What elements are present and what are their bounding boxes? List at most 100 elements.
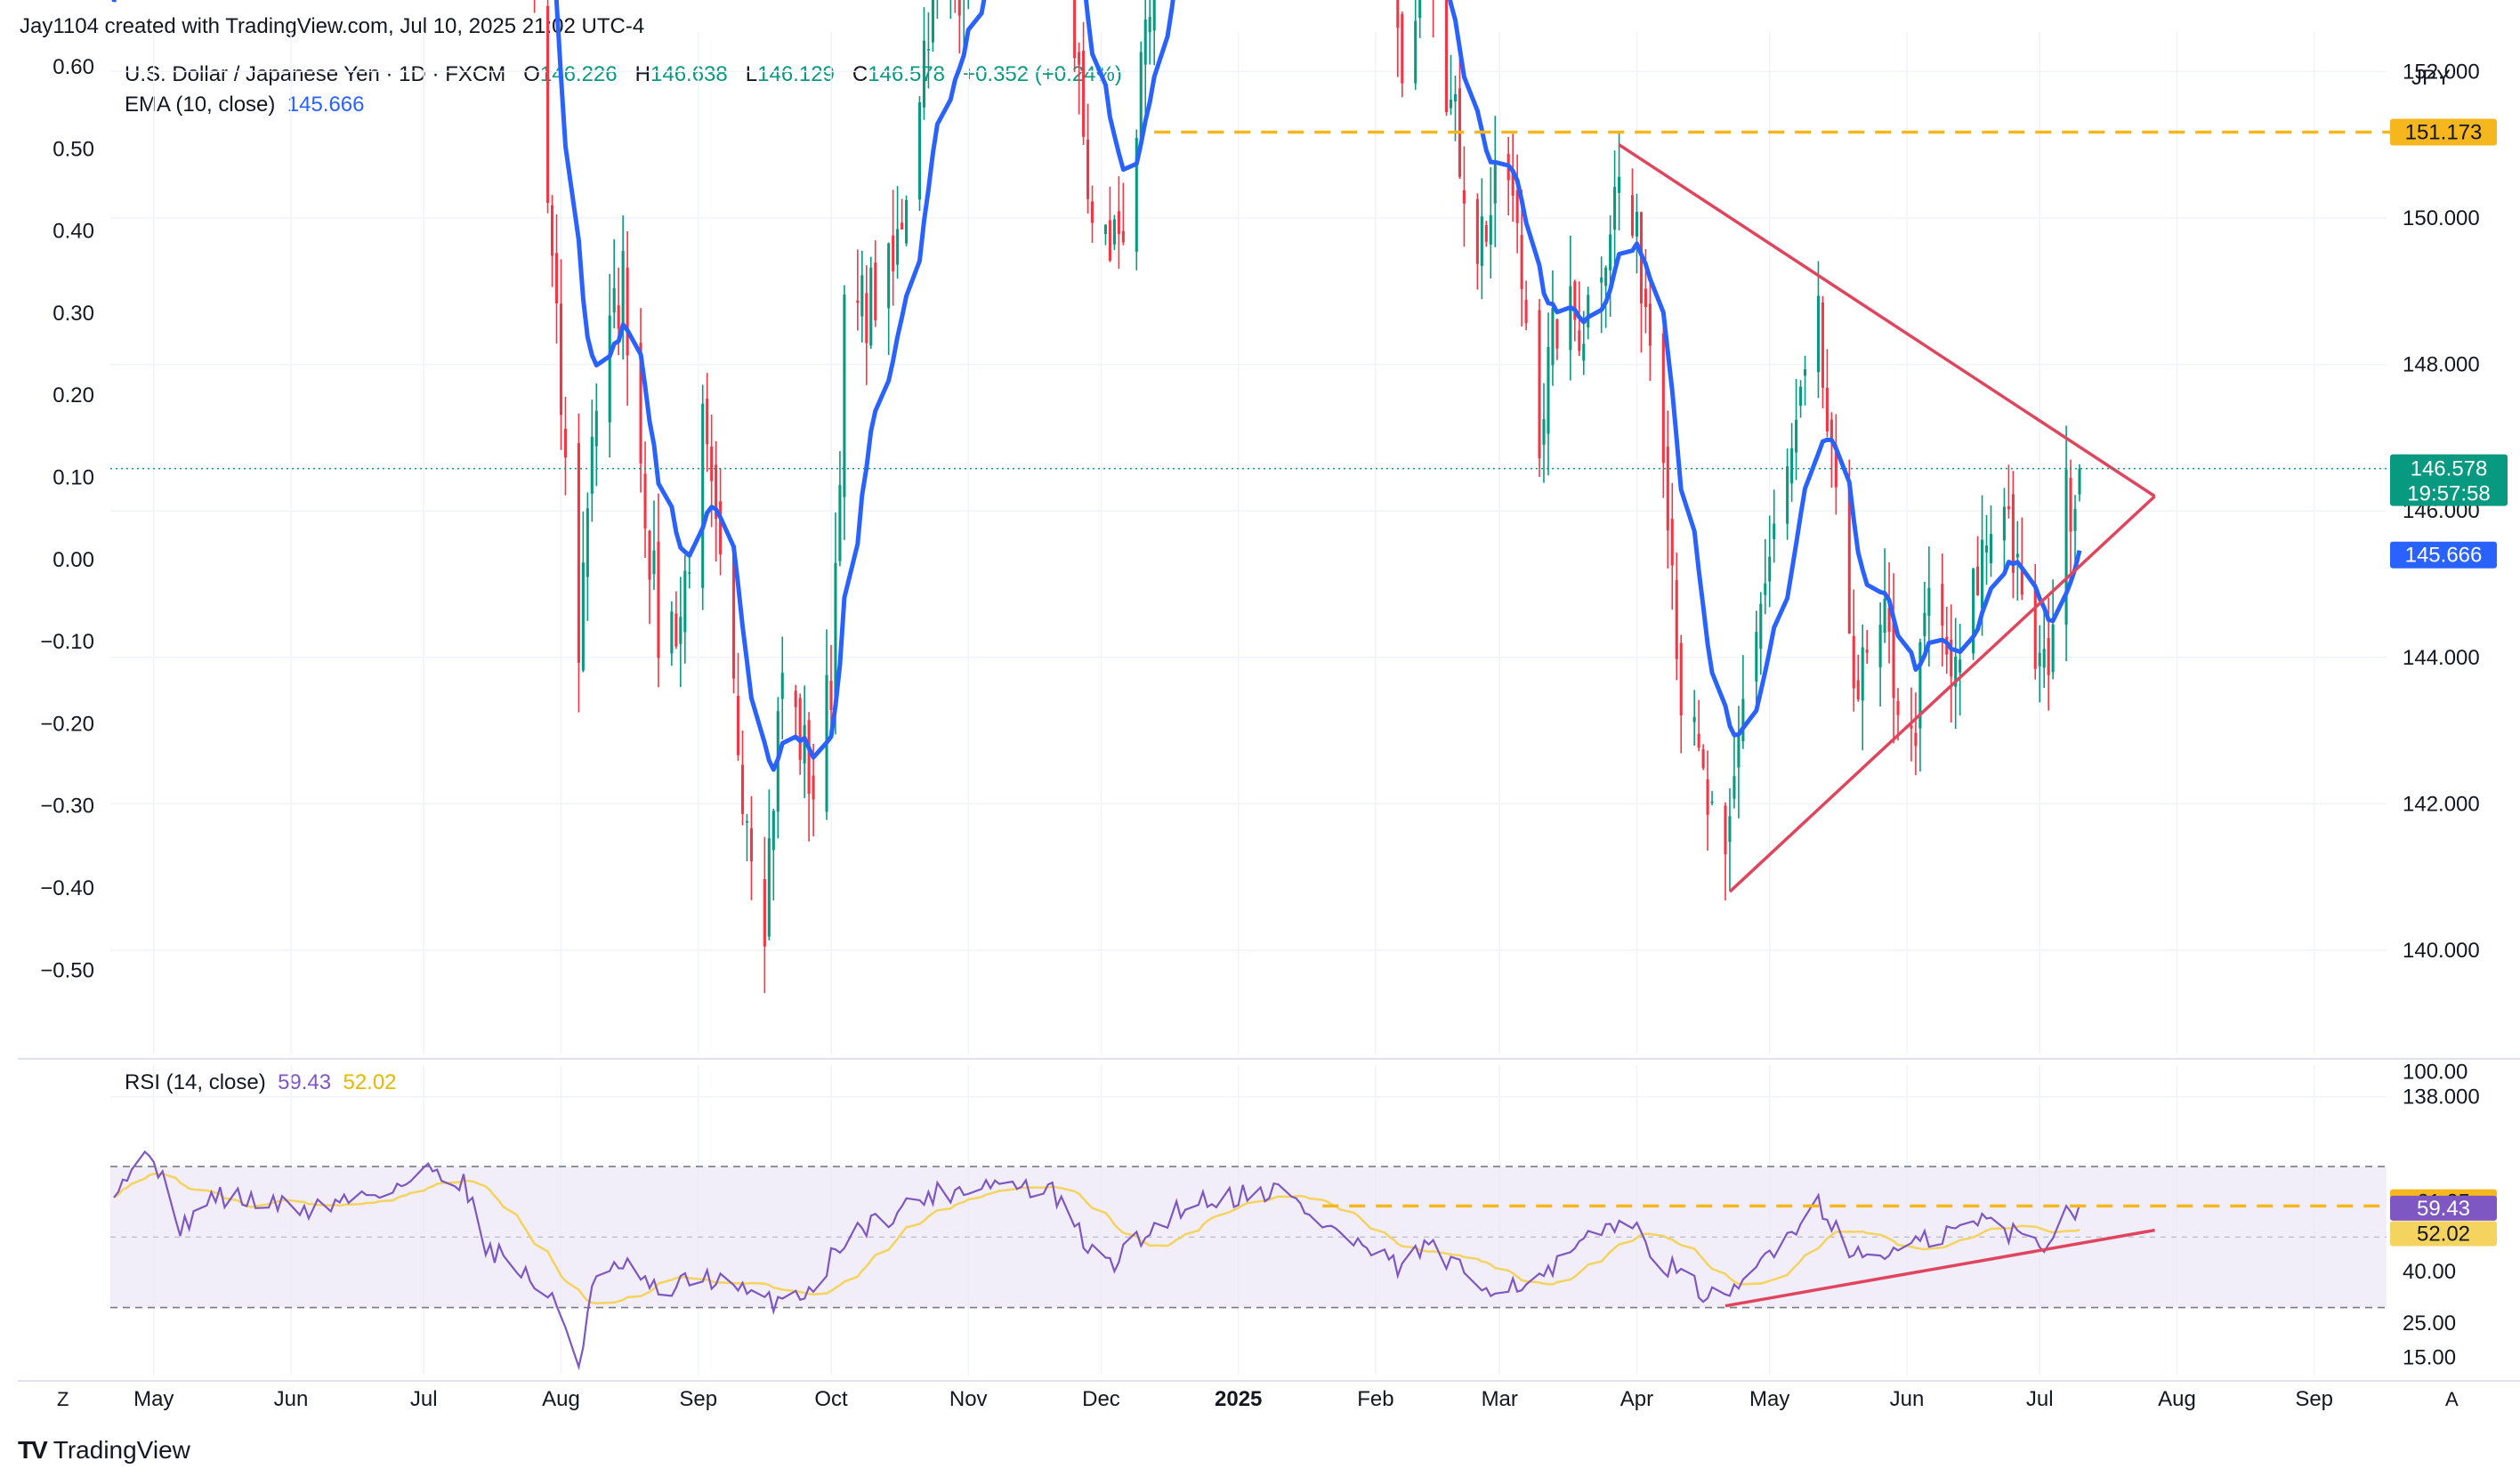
candle (577, 413, 580, 713)
zoom-z-button[interactable]: Z (57, 1388, 69, 1410)
ema-legend[interactable]: EMA (10, close) 145.666 (125, 93, 365, 117)
open-value: 146.226 (539, 62, 618, 86)
candle (1887, 562, 1891, 664)
candle (1090, 185, 1094, 243)
candle (1825, 349, 1829, 438)
candle (679, 577, 682, 688)
candle (1706, 750, 1709, 851)
candle-body (763, 879, 766, 947)
candle-body (1773, 523, 1776, 540)
time-tick-label: Oct (814, 1387, 848, 1411)
rsi-badge-text: 59.43 (2417, 1197, 2470, 1221)
low-label: L (745, 62, 758, 86)
candle-body (551, 205, 554, 256)
candle (1103, 224, 1107, 246)
price-tick-label: 152.000 (2403, 60, 2480, 84)
candle-body (1493, 162, 1497, 204)
candle (896, 186, 900, 279)
candle (1710, 791, 1714, 806)
candle-body (1697, 733, 1700, 748)
candle-body (1741, 698, 1745, 742)
candle (1697, 699, 1700, 752)
candle (1821, 295, 1824, 408)
candle (856, 249, 860, 331)
candle (590, 400, 594, 522)
candle (776, 697, 779, 839)
candle (829, 644, 833, 732)
candle-body (1613, 187, 1617, 230)
candle (1152, 0, 1156, 66)
candle-body (1954, 657, 1958, 687)
candle-body (559, 303, 563, 416)
candle (1764, 538, 1767, 615)
candle-body (807, 720, 811, 795)
candle (1078, 42, 1081, 115)
candle-body (643, 473, 647, 529)
candle-body (2051, 624, 2055, 673)
symbol-legend[interactable]: U.S. Dollar / Japanese Yen · 1D · FXCM O… (125, 62, 1122, 87)
candle (838, 451, 842, 567)
candle (1959, 624, 1962, 716)
candle-body (1892, 616, 1895, 698)
candle (1773, 489, 1776, 563)
candle (1135, 129, 1138, 270)
candle-body (767, 838, 771, 937)
candle-body (736, 696, 740, 755)
candle-body (1728, 816, 1732, 843)
candle (2038, 625, 2041, 703)
low-value: 146.129 (757, 62, 835, 86)
candle (887, 242, 891, 355)
candle-body (1927, 587, 1931, 617)
candle (2064, 425, 2068, 662)
candle-body (2007, 506, 2010, 510)
candle-body (577, 443, 580, 663)
candle-body (1918, 642, 1922, 729)
candle (931, 0, 934, 52)
close-label: C (852, 62, 868, 86)
rsi-ma-badge: 52.02 (2390, 1221, 2497, 1247)
candle-body (1825, 387, 1829, 432)
candle-body (1143, 19, 1147, 65)
currency-label[interactable]: JPY (2411, 66, 2451, 90)
candle (683, 554, 687, 664)
candle-body (1135, 138, 1138, 252)
candle-body (2011, 494, 2015, 573)
candle-body (594, 410, 598, 447)
candle-body (869, 267, 873, 346)
candle-body (1941, 584, 1944, 626)
candle-body (1538, 310, 1541, 459)
candle-body (1910, 725, 1913, 729)
candle (740, 730, 745, 826)
candle-body (1865, 650, 1869, 653)
candle (657, 493, 660, 688)
candle (926, 12, 930, 89)
candle-body (706, 399, 709, 445)
candle-body (856, 300, 860, 303)
auto-scale-button[interactable]: A (2445, 1388, 2459, 1410)
rsi-tick-label: 100.00 (2403, 1061, 2468, 1085)
candle-body (1692, 716, 1696, 722)
candle (1941, 553, 1944, 666)
candle-body (1786, 466, 1789, 524)
candle-body (674, 613, 678, 647)
last-price-text: 146.578 (2411, 457, 2488, 481)
candle (1108, 186, 1111, 262)
candle (2042, 602, 2046, 688)
candle-body (1852, 635, 1855, 689)
candle (1506, 136, 1510, 215)
candle-body (1511, 171, 1514, 196)
rsi-legend[interactable]: RSI (14, close) 59.43 52.02 (125, 1070, 397, 1095)
candle (1635, 193, 1639, 274)
candle-body (1090, 201, 1094, 223)
candle-body (2073, 508, 2077, 531)
candle (586, 492, 589, 621)
candle-body (1073, 0, 1077, 59)
candle-body (715, 464, 718, 520)
candle-body (1795, 419, 1798, 453)
price-tick-label: 140.000 (2403, 939, 2480, 963)
chart-attribution: Jay1104 created with TradingView.com, Ju… (20, 14, 645, 38)
candle (2011, 471, 2015, 599)
candle-body (2038, 652, 2041, 666)
